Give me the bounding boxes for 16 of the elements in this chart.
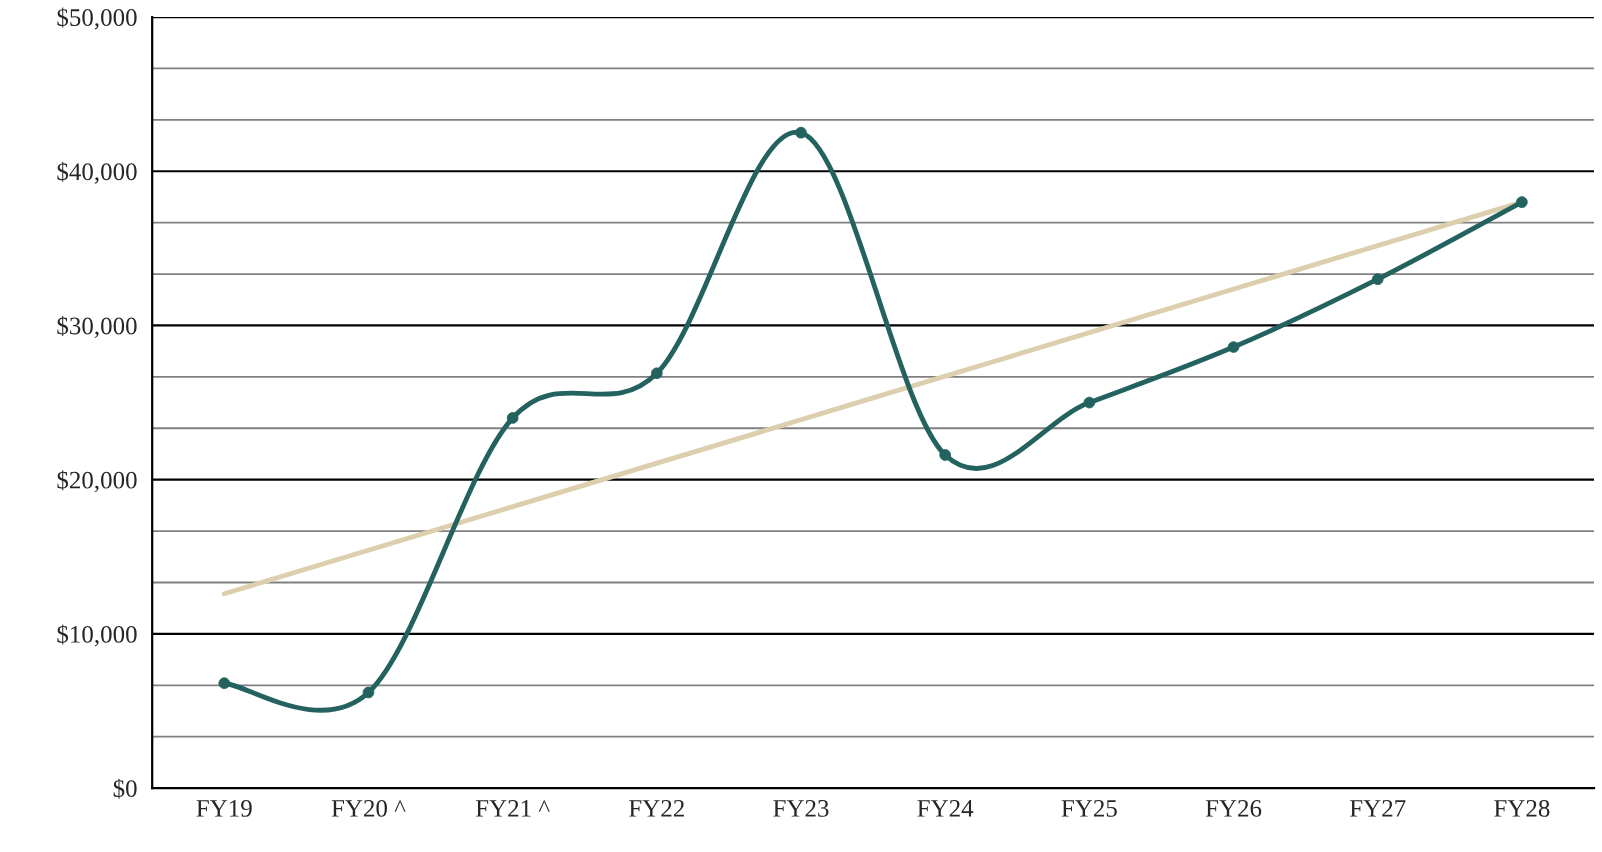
y-tick-label: $20,000 xyxy=(57,470,137,493)
x-tick-label: FY22 xyxy=(629,800,684,817)
y-tick-label: $40,000 xyxy=(57,161,137,184)
x-tick-label: FY21 ^ xyxy=(475,800,550,817)
y-tick-label: $30,000 xyxy=(57,316,137,338)
x-tick-label: FY23 xyxy=(773,800,829,817)
y-tick-label: $10,000 xyxy=(57,624,137,647)
x-tick-label: FY26 xyxy=(1205,800,1262,817)
x-tick-label: FY25 xyxy=(1061,800,1117,817)
x-tick-label: FY27 xyxy=(1349,800,1406,817)
y-tick-label: $50,000 xyxy=(57,7,137,30)
x-tick-label: FY28 xyxy=(1494,799,1550,817)
y-tick-label: $0 xyxy=(113,778,137,799)
x-tick-label: FY19 xyxy=(196,800,252,817)
x-tick-label: FY20 ^ xyxy=(331,799,406,817)
x-tick-label: FY24 xyxy=(917,800,974,817)
